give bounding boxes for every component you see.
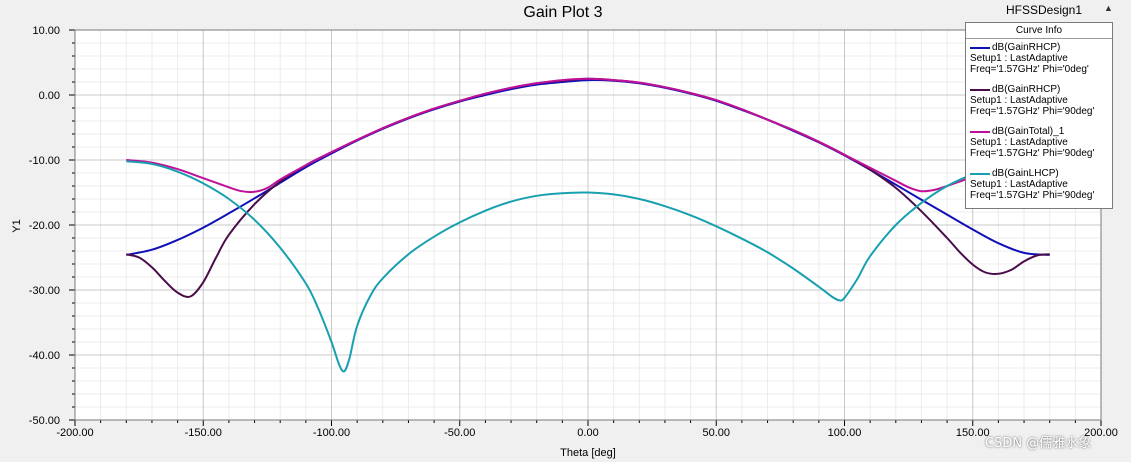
chart-title: Gain Plot 3: [523, 4, 602, 21]
y-tick-label: 0.00: [39, 90, 60, 102]
design-name: HFSSDesign1: [1006, 3, 1083, 17]
x-tick-label: 100.00: [828, 427, 862, 439]
x-tick-label: 200.00: [1084, 427, 1118, 439]
legend-swatch: [970, 47, 990, 49]
legend-swatch: [970, 131, 990, 133]
plot-frame: [74, 29, 1102, 421]
legend-series-name: dB(GainRHCP): [992, 42, 1061, 53]
resize-corner-icon[interactable]: ▲: [1104, 3, 1113, 13]
legend-entry[interactable]: dB(GainRHCP) Setup1 : LastAdaptive Freq=…: [966, 81, 1112, 123]
legend-series-name: dB(GainRHCP): [992, 84, 1061, 95]
y-tick-label: 10.00: [32, 25, 60, 37]
legend-entry[interactable]: dB(GainLHCP) Setup1 : LastAdaptive Freq=…: [966, 165, 1112, 207]
y-tick-label: -10.00: [29, 155, 60, 167]
legend-entry[interactable]: dB(GainTotal)_1 Setup1 : LastAdaptive Fr…: [966, 123, 1112, 165]
legend-setup: Setup1 : LastAdaptive: [970, 137, 1068, 148]
legend-header: Curve Info: [966, 23, 1112, 39]
legend-swatch: [970, 173, 990, 175]
x-tick-label: 150.00: [956, 427, 990, 439]
y-tick-label: -40.00: [29, 350, 60, 362]
legend-freq: Freq='1.57GHz' Phi='0deg': [970, 64, 1089, 75]
series-layer: [126, 77, 1050, 373]
legend-series-name: dB(GainLHCP): [992, 168, 1059, 179]
legend-swatch: [970, 89, 990, 91]
y-tick-label: -30.00: [29, 285, 60, 297]
legend-setup: Setup1 : LastAdaptive: [970, 53, 1068, 64]
series-line[interactable]: [126, 78, 1050, 256]
x-tick-label: -100.00: [313, 427, 350, 439]
y-axis-label: Y1: [11, 219, 23, 232]
legend-setup: Setup1 : LastAdaptive: [970, 95, 1068, 106]
x-tick-label: 0.00: [577, 427, 598, 439]
x-tick-label: -150.00: [185, 427, 222, 439]
legend-freq: Freq='1.57GHz' Phi='90deg': [970, 106, 1095, 117]
watermark: CSDN @儒雅水象: [985, 436, 1092, 451]
curve-info-legend[interactable]: Curve Info dB(GainRHCP) Setup1 : LastAda…: [965, 22, 1113, 209]
legend-setup: Setup1 : LastAdaptive: [970, 179, 1068, 190]
x-tick-label: 50.00: [702, 427, 730, 439]
grid: [74, 29, 1102, 421]
y-tick-label: -50.00: [29, 415, 60, 427]
legend-series-name: dB(GainTotal)_1: [992, 126, 1065, 137]
x-tick-label: -200.00: [56, 427, 93, 439]
legend-entry[interactable]: dB(GainRHCP) Setup1 : LastAdaptive Freq=…: [966, 39, 1112, 81]
axes: -200.00 -150.00 -100.00 -50.00 0.00 50.00 100.…: [29, 25, 1118, 439]
series-line[interactable]: [126, 77, 1050, 194]
x-tick-label: -50.00: [444, 427, 475, 439]
legend-freq: Freq='1.57GHz' Phi='90deg': [970, 148, 1095, 159]
series-line[interactable]: [126, 160, 1050, 373]
y-tick-label: -20.00: [29, 220, 60, 232]
legend-freq: Freq='1.57GHz' Phi='90deg': [970, 190, 1095, 201]
x-axis-label: Theta [deg]: [560, 447, 616, 459]
